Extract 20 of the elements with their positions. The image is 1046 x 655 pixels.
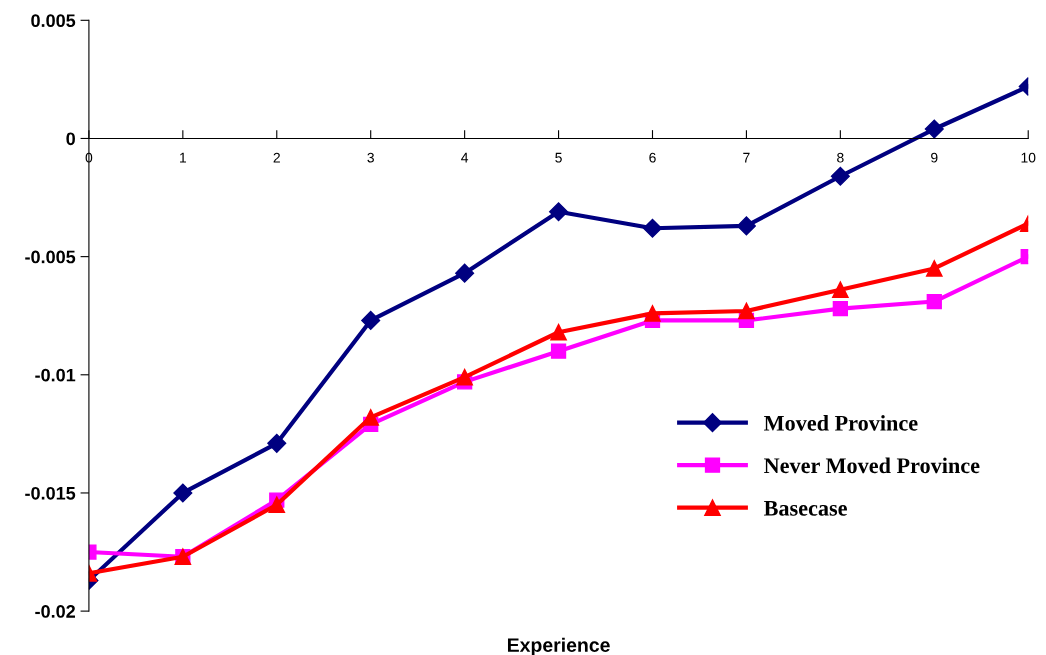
x-tick-label: 9 [931, 152, 938, 163]
x-tick-label: 10 [1021, 152, 1036, 163]
x-tick-label: 7 [743, 152, 750, 163]
x-tick-label: 2 [273, 152, 280, 163]
legend-label: Moved Province [763, 415, 918, 431]
x-tick-label: 5 [555, 152, 562, 163]
x-tick-label: 3 [367, 152, 374, 163]
y-tick-label: -0.005 [25, 250, 76, 264]
x-tick-label: 8 [837, 152, 844, 163]
y-tick-label: -0.02 [35, 605, 75, 618]
x-tick-label: 6 [649, 152, 656, 163]
legend-label: Never Moved Province [764, 457, 980, 474]
y-tick-label: 0 [66, 132, 75, 146]
x-tick-label: 4 [461, 152, 469, 163]
x-axis-title: Experience [507, 637, 610, 655]
legend-label: Basecase [763, 500, 847, 516]
x-tick-label: 1 [180, 152, 187, 163]
y-tick-label: -0.01 [35, 368, 76, 382]
y-tick-label: -0.015 [25, 486, 76, 500]
y-tick-label: 0.005 [31, 14, 76, 28]
